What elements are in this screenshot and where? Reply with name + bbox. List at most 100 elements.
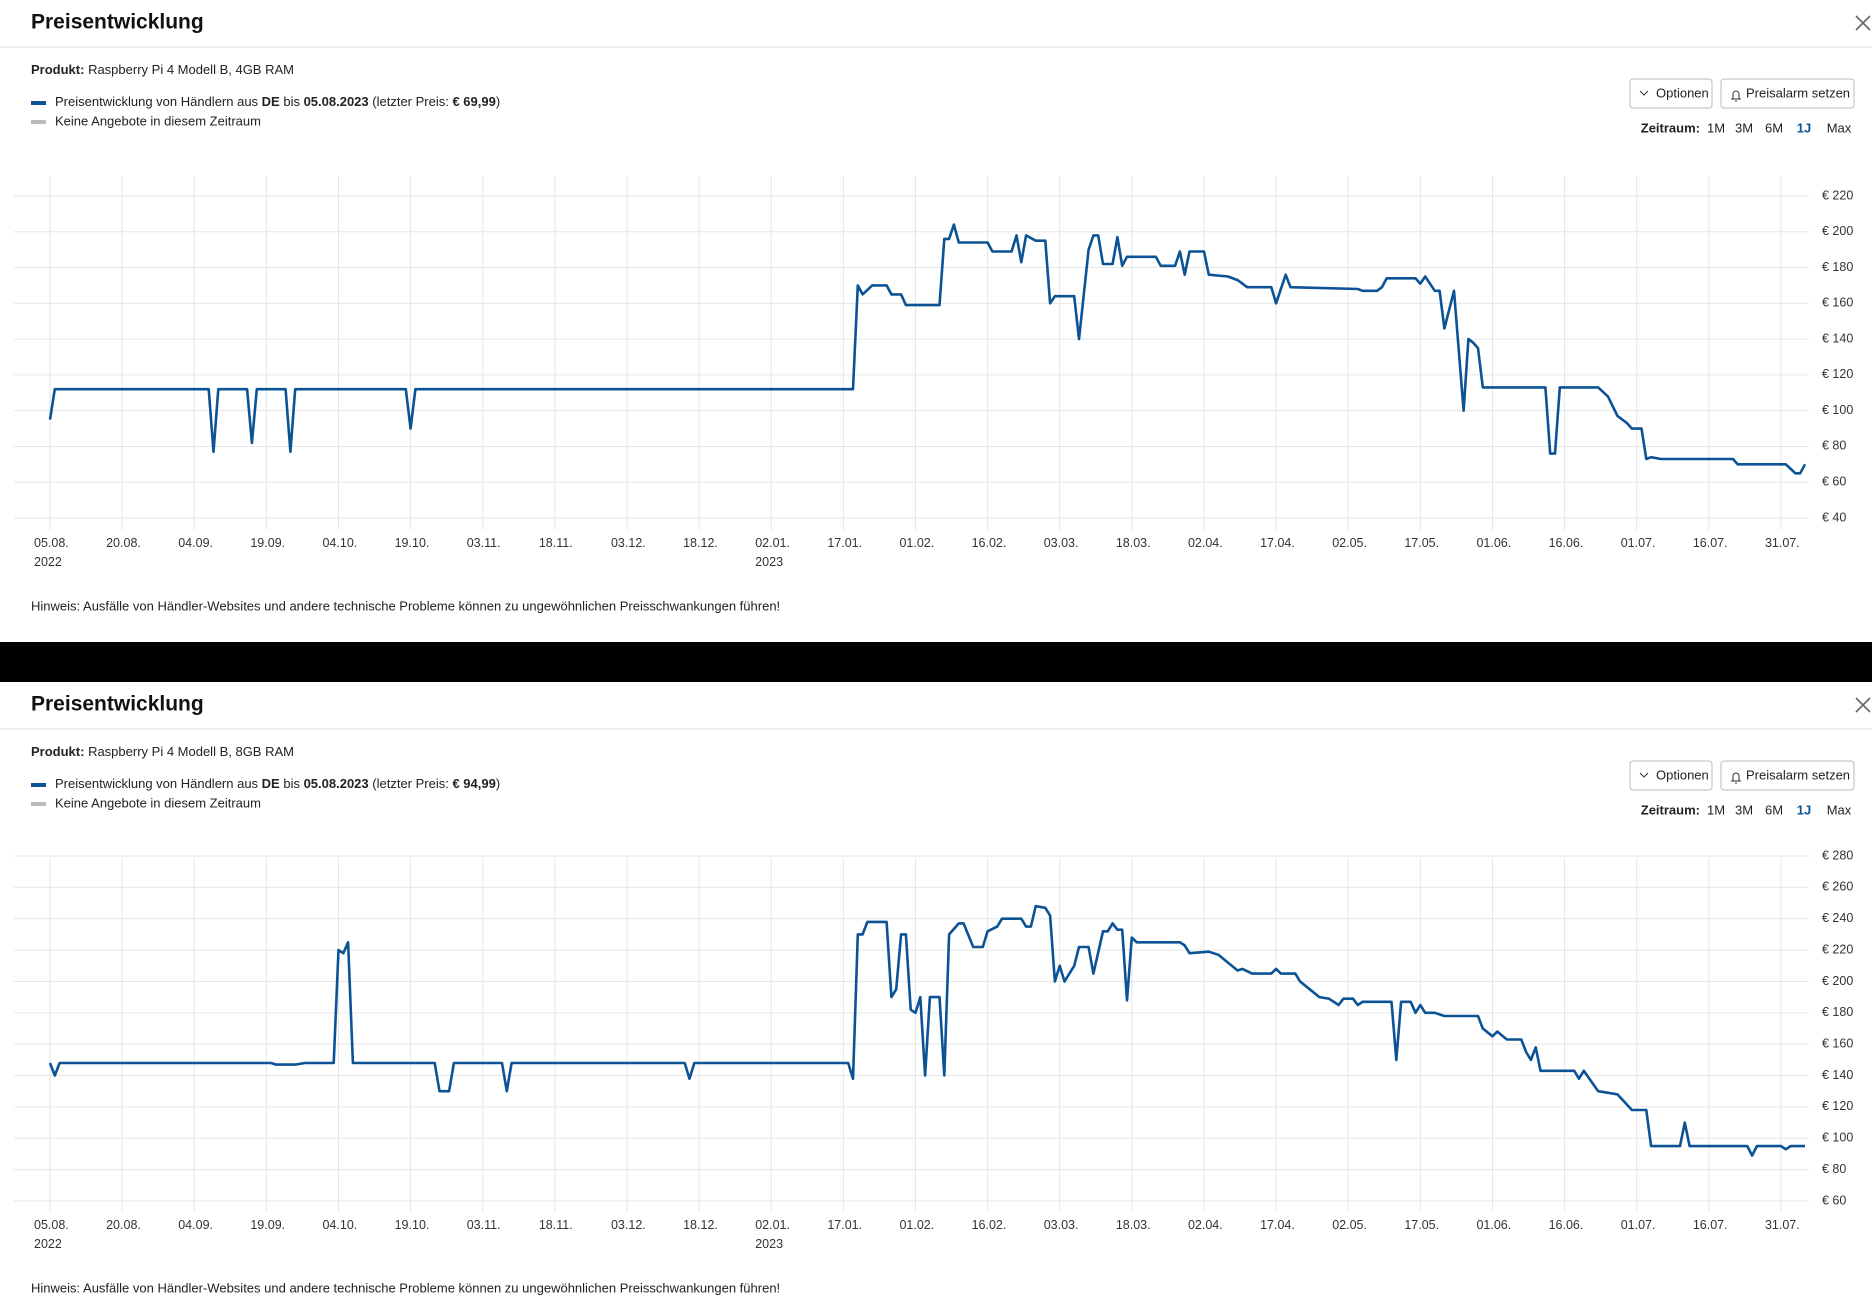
legend-part: (letzter Preis: <box>369 776 453 791</box>
y-tick-label: € 120 <box>1822 1099 1853 1113</box>
range-option[interactable]: 3M <box>1735 802 1753 817</box>
x-tick-label: 03.03. <box>1044 536 1079 550</box>
range-option[interactable]: Max <box>1827 802 1852 817</box>
y-tick-label: € 60 <box>1822 1193 1846 1207</box>
range-option[interactable]: 1M <box>1707 120 1725 135</box>
x-tick-label: 04.09. <box>178 1218 213 1232</box>
legend-part: bis <box>280 776 304 791</box>
x-tick-label: 01.02. <box>899 536 934 550</box>
range-label: Zeitraum: <box>1641 120 1700 135</box>
button-frame <box>1720 78 1855 109</box>
x-tick-label: 01.06. <box>1476 1218 1511 1232</box>
x-tick-label: 17.05. <box>1404 1218 1439 1232</box>
x-tick-label: 03.03. <box>1044 1218 1079 1232</box>
button-frame <box>1720 760 1855 791</box>
legend-part: € 69,99 <box>452 94 495 109</box>
range-option[interactable]: 3M <box>1735 120 1753 135</box>
x-tick-label: 01.07. <box>1621 1218 1656 1232</box>
y-tick-label: € 180 <box>1822 260 1853 274</box>
y-tick-label: € 180 <box>1822 1005 1853 1019</box>
x-tick-label: 02.01. 2023 <box>755 536 790 569</box>
bell-icon <box>1731 90 1741 102</box>
note: Hinweis: Ausfälle von Händler-Websites u… <box>31 598 780 613</box>
product-line: Produkt: Raspberry Pi 4 Modell B, 4GB RA… <box>31 62 294 77</box>
button-label: Optionen <box>1656 767 1709 782</box>
legend-swatch <box>31 120 46 124</box>
x-tick-label: 18.11. <box>539 1218 573 1232</box>
button-label: Preisalarm setzen <box>1746 767 1850 782</box>
x-tick-label: 19.09. <box>250 536 285 550</box>
bell-icon <box>1731 772 1741 784</box>
x-tick-label: 19.09. <box>250 1218 285 1232</box>
price-line <box>48 223 1807 475</box>
legend-part: ) <box>496 776 500 791</box>
y-tick-label: € 140 <box>1822 1068 1853 1082</box>
options-button[interactable]: Optionen <box>1629 760 1713 791</box>
x-tick-label: 31.07. <box>1765 1218 1800 1232</box>
x-tick-label: 16.07. <box>1693 1218 1728 1232</box>
x-tick-label: 17.01. <box>827 1218 862 1232</box>
legend-part: bis <box>280 94 304 109</box>
legend-part: Preisentwicklung von Händlern aus <box>55 94 262 109</box>
x-tick-label: 04.10. <box>322 536 357 550</box>
x-tick-label: 20.08. <box>106 536 141 550</box>
chevron-icon <box>1639 90 1649 96</box>
panel: Preisentwicklung Produkt: Raspberry Pi 4 … <box>0 0 1872 642</box>
legend-swatch <box>31 802 46 806</box>
x-tick-label: 17.04. <box>1260 1218 1295 1232</box>
y-tick-label: € 120 <box>1822 367 1853 381</box>
product-label: Produkt: <box>31 744 84 759</box>
alarm-button[interactable]: Preisalarm setzen <box>1720 760 1855 791</box>
y-tick-label: € 80 <box>1822 439 1846 453</box>
x-tick-label: 01.02. <box>899 1218 934 1232</box>
range-option[interactable]: 6M <box>1765 802 1783 817</box>
panel-title: Preisentwicklung <box>31 693 204 716</box>
x-tick-label: 03.12. <box>611 536 646 550</box>
x-tick-label: 18.03. <box>1116 536 1151 550</box>
legend-part: DE <box>262 776 280 791</box>
y-tick-label: € 160 <box>1822 296 1853 310</box>
note: Hinweis: Ausfälle von Händler-Websites u… <box>31 1280 780 1295</box>
y-tick-label: € 140 <box>1822 331 1853 345</box>
legend-part: (letzter Preis: <box>369 94 453 109</box>
alarm-button[interactable]: Preisalarm setzen <box>1720 78 1855 109</box>
y-tick-label: € 100 <box>1822 1131 1853 1145</box>
legend-swatch <box>31 783 46 787</box>
x-tick-label: 17.04. <box>1260 536 1295 550</box>
x-tick-label: 02.01. 2023 <box>755 1218 790 1251</box>
range-option[interactable]: 6M <box>1765 120 1783 135</box>
x-tick-label: 17.01. <box>827 536 862 550</box>
product-line: Produkt: Raspberry Pi 4 Modell B, 8GB RA… <box>31 744 294 759</box>
x-tick-label: 20.08. <box>106 1218 141 1232</box>
button-label: Preisalarm setzen <box>1746 85 1850 100</box>
x-tick-label: 01.07. <box>1621 536 1656 550</box>
range-option[interactable]: 1J <box>1797 120 1811 135</box>
y-tick-label: € 100 <box>1822 403 1853 417</box>
x-tick-label: 18.12. <box>683 1218 718 1232</box>
range-option[interactable]: Max <box>1827 120 1852 135</box>
options-button[interactable]: Optionen <box>1629 78 1713 109</box>
x-tick-label: 05.08. 2022 <box>34 536 69 569</box>
y-tick-label: € 40 <box>1822 510 1846 524</box>
x-tick-label: 16.02. <box>972 536 1007 550</box>
y-tick-label: € 240 <box>1822 911 1853 925</box>
chevron-icon <box>1639 772 1649 778</box>
x-tick-label: 04.10. <box>322 1218 357 1232</box>
close-icon[interactable] <box>1855 697 1871 713</box>
close-icon[interactable] <box>1855 15 1871 31</box>
legend-text: Preisentwicklung von Händlern aus DE bis… <box>55 776 500 791</box>
legend-part: Preisentwicklung von Händlern aus <box>55 776 262 791</box>
x-tick-label: 03.11. <box>467 536 501 550</box>
y-tick-label: € 160 <box>1822 1036 1853 1050</box>
x-tick-label: 02.04. <box>1188 536 1223 550</box>
y-tick-label: € 220 <box>1822 188 1853 202</box>
x-tick-label: 04.09. <box>178 536 213 550</box>
range-option[interactable]: 1M <box>1707 802 1725 817</box>
y-tick-label: € 80 <box>1822 1162 1846 1176</box>
x-tick-label: 02.05. <box>1332 1218 1367 1232</box>
range-option[interactable]: 1J <box>1797 802 1811 817</box>
product-label: Produkt: <box>31 62 84 77</box>
x-tick-label: 19.10. <box>395 1218 430 1232</box>
x-tick-label: 18.12. <box>683 536 718 550</box>
